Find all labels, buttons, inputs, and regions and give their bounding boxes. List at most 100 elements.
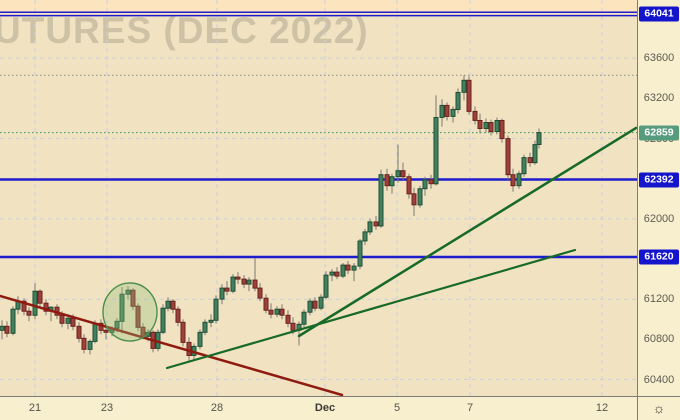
candle [411,187,417,216]
candle [213,295,219,324]
candle [384,168,390,191]
price-tick-label: 61200 [643,293,675,306]
candlestick-series [0,75,542,362]
candle [301,309,307,328]
price-axis[interactable]: 6360063200628006200061200608006040064041… [637,0,680,396]
candle [296,321,302,346]
candle [455,88,461,114]
candle [472,106,478,125]
candle [246,277,252,292]
candle [175,306,181,327]
candle [510,168,516,192]
candle [37,289,43,308]
price-tick-label: 60800 [643,333,675,346]
candle [26,307,32,322]
plot-area[interactable]: UTURES (DEC 2022) [0,0,637,396]
candle [450,106,456,123]
candle [444,102,450,121]
candle [230,274,236,294]
candle [4,321,10,338]
candle [357,239,363,270]
candle [329,269,335,282]
candle [417,185,423,208]
candle [81,334,87,354]
candle [527,152,533,167]
candle [65,315,71,330]
highlight-ellipse[interactable] [102,282,158,342]
candle [202,319,208,336]
candle [494,117,500,135]
time-tick-label: 21 [28,402,42,414]
candle [241,275,247,289]
candle [130,288,136,311]
candle [362,228,368,245]
candle [395,144,401,183]
price-tick-label: 60400 [643,373,675,386]
candle [170,299,176,314]
candle [318,294,324,311]
price-tick-label: 62000 [643,212,675,225]
time-tick-label: 12 [595,402,609,414]
candle [323,271,329,300]
uptrend-line-shallow[interactable] [165,248,577,370]
candle [516,170,522,189]
candle [87,339,93,355]
sun-icon: ☼ [652,400,666,416]
candle [499,118,505,143]
candle [10,306,16,336]
current-price-badge: 62859 [639,125,679,141]
candle [488,119,494,136]
level-price-badge: 62392 [639,172,679,187]
candle [389,173,395,194]
candle [263,294,269,314]
uptrend-line-steep[interactable] [297,126,637,338]
candle [274,306,280,318]
candle [268,303,274,319]
candle [428,174,434,189]
candle [160,304,166,335]
candle [340,263,346,279]
time-tick-label: Dec [314,402,336,414]
candle [219,284,225,305]
symbol-watermark: UTURES (DEC 2022) [0,10,369,51]
candle [252,258,258,292]
candle [439,99,445,127]
candle [235,272,241,285]
candle [351,263,357,282]
candle [21,298,27,316]
candle [257,283,263,302]
top-band [0,0,637,14]
candle [532,140,538,165]
candle [76,322,82,343]
level-price-badge: 61620 [639,249,679,265]
candle [135,303,141,332]
downtrend-line[interactable] [0,294,344,396]
candle [180,319,186,347]
level-price-badge: 64041 [639,6,679,22]
candle [119,287,125,334]
candle [307,298,313,316]
candle [483,118,489,133]
candle [312,297,318,312]
time-tick-label: 7 [466,402,474,414]
candle [433,95,439,186]
time-tick-label: 28 [210,402,224,414]
candle [477,113,483,134]
candle [400,162,406,180]
time-tick-label: 23 [100,402,114,414]
time-axis[interactable]: 21 23 28 Dec 5 7 12 [0,396,680,420]
candle [505,135,511,180]
candle [197,329,203,350]
axis-settings-button[interactable]: ☼ [637,396,680,420]
candle [125,286,131,300]
candle [367,218,373,235]
candle [521,154,527,177]
plot-svg[interactable] [0,0,637,396]
candle [378,169,384,228]
candle [48,306,54,322]
candle [224,281,230,296]
price-tick-label: 63200 [643,92,675,105]
candle [0,320,5,340]
candle [32,283,38,320]
